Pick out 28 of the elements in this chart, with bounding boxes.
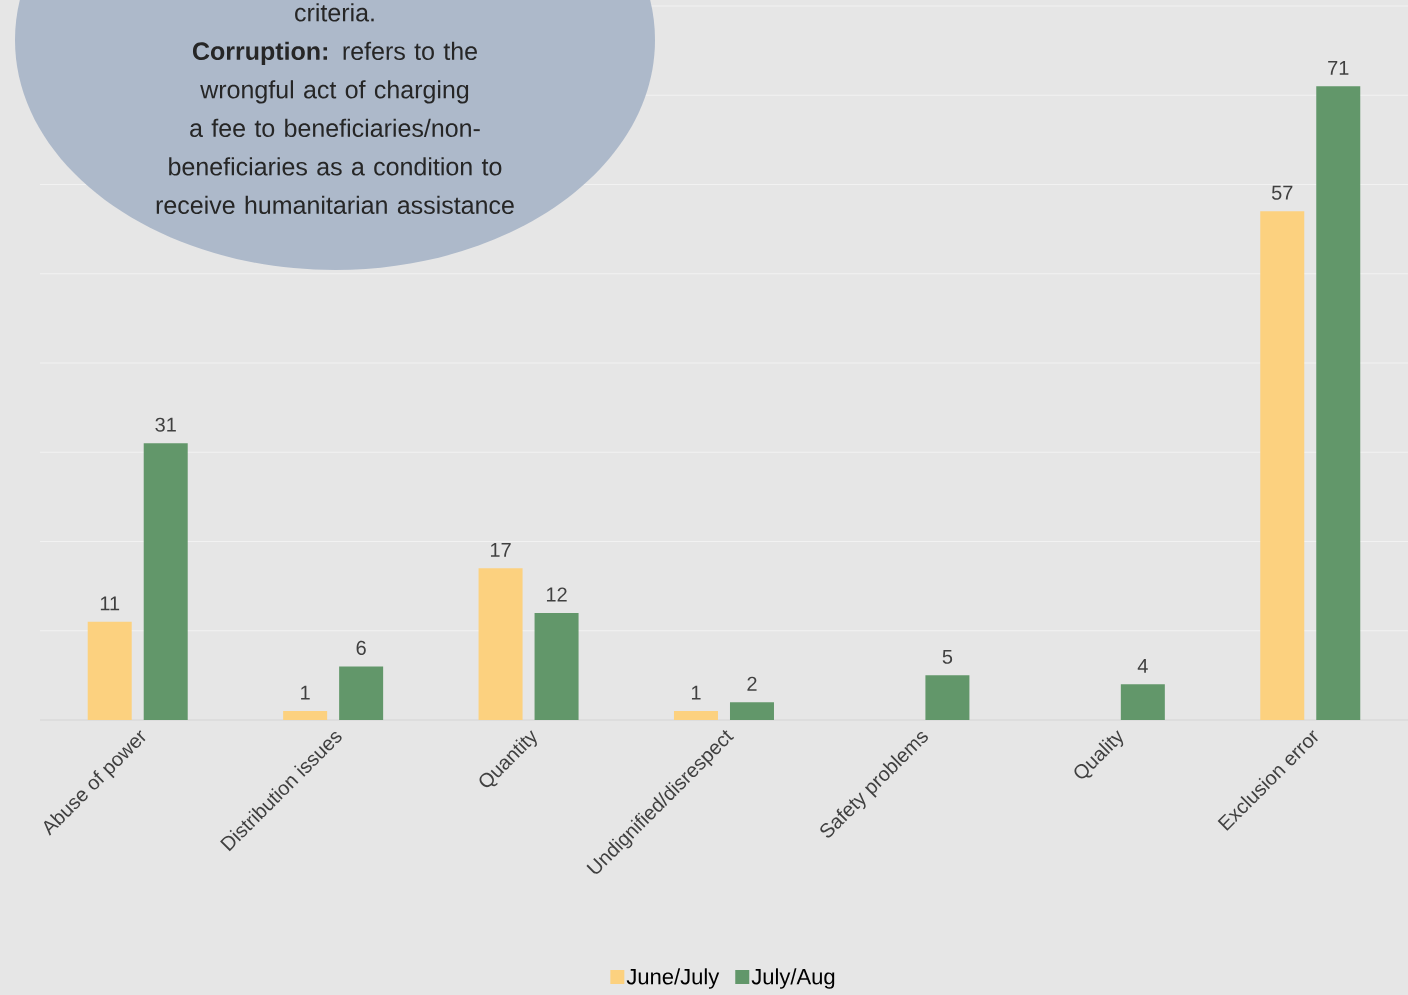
data-label: 1 [691, 685, 701, 700]
data-label: 17 [490, 542, 511, 557]
bar [339, 666, 384, 720]
bar [1120, 684, 1165, 720]
data-label: 4 [1137, 659, 1148, 673]
bar [673, 711, 718, 720]
data-label: 5 [942, 649, 953, 664]
data-label: 6 [356, 640, 366, 655]
data-label: 11 [100, 596, 120, 611]
data-label: 31 [155, 417, 176, 432]
bar [283, 711, 328, 720]
bar [87, 621, 132, 720]
legend-label: July/Aug [751, 968, 835, 989]
bar [143, 443, 188, 720]
bar [925, 675, 970, 720]
data-label: 2 [747, 676, 757, 691]
annotation: Corruption: refers to the wrongful act of charging a fee to beneficiaries/non-beneficiaries as a condition to receive humanitarian assistance [156, 41, 514, 215]
bar [729, 702, 774, 720]
annotation: criteria. [295, 3, 374, 22]
bar [534, 612, 579, 720]
bar [1260, 211, 1305, 720]
data-label: 1 [301, 685, 310, 700]
bar [478, 568, 523, 720]
legend-label: June/July [626, 968, 720, 989]
data-label: 12 [546, 587, 567, 602]
data-label: 71 [1328, 61, 1349, 75]
data-label: 57 [1271, 185, 1293, 200]
bar [1316, 86, 1361, 720]
